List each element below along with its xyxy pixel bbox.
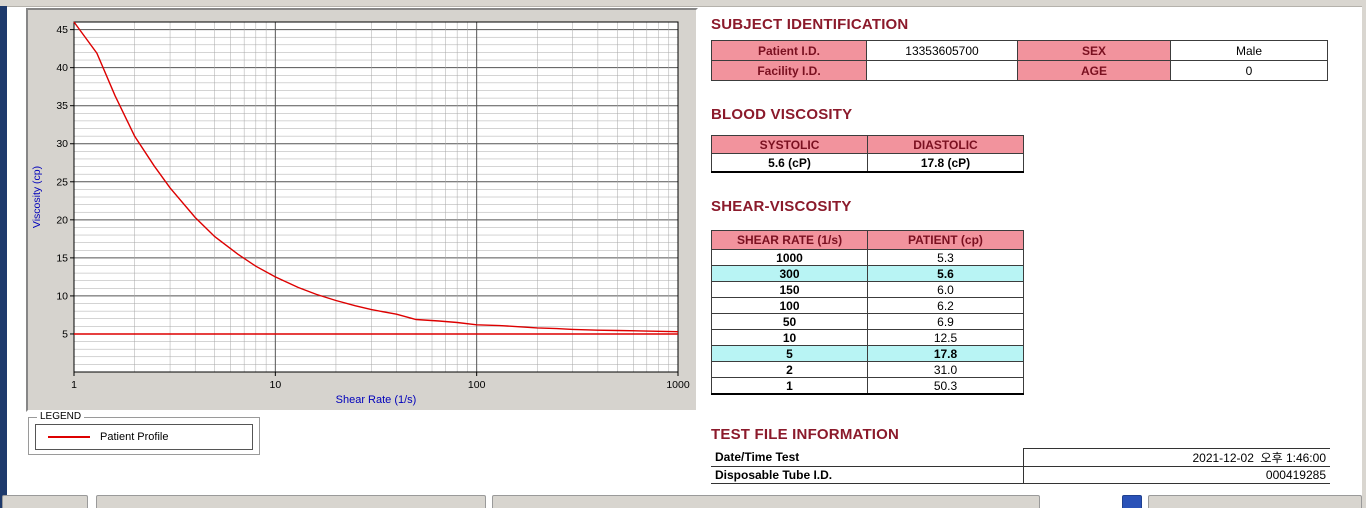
shear-rate-cell: 2 [711,361,868,378]
shear-rate-header: SHEAR RATE (1/s) [711,230,868,250]
table-row: Disposable Tube I.D. 000419285 [711,466,1330,484]
taskbar-icon[interactable] [1122,495,1142,508]
date-time-test-value: 2021-12-02 오후 1:46:00 [1023,448,1330,467]
x-tick-label: 1 [71,379,77,391]
table-row: 10 12.5 [711,329,1024,346]
systolic-header: SYSTOLIC [711,135,868,154]
patient-cp-cell: 17.8 [867,345,1024,362]
patient-cp-cell: 5.6 [867,265,1024,282]
patient-cp-cell: 50.3 [867,377,1024,395]
patient-id-label: Patient I.D. [711,40,867,61]
patient-id-value: 13353605700 [866,40,1018,61]
patient-cp-cell: 6.0 [867,281,1024,298]
table-row: 5 17.8 [711,345,1024,362]
disposable-tube-id-value: 000419285 [1023,466,1330,484]
facility-id-value [866,60,1018,81]
patient-cp-cell: 12.5 [867,329,1024,346]
shear-rate-cell: 1 [711,377,868,395]
plot-border [73,21,679,373]
section-title-subject-identification: SUBJECT IDENTIFICATION [711,16,909,33]
x-tick-label: 100 [468,379,486,391]
y-tick-label: 5 [62,328,68,340]
shear-rate-cell: 5 [711,345,868,362]
diastolic-header: DIASTOLIC [867,135,1024,154]
table-row: Patient I.D. 13353605700 SEX Male [711,40,1328,61]
blood-viscosity-table: SYSTOLIC DIASTOLIC 5.6 (cP) 17.8 (cP) [711,135,1024,173]
taskbar-button[interactable] [2,495,88,508]
shear-viscosity-table: SHEAR RATE (1/s) PATIENT (cp) 1000 5.3 3… [711,230,1024,395]
window-edge-right [1362,6,1366,508]
taskbar-button[interactable] [1148,495,1362,508]
section-title-shear-viscosity: SHEAR-VISCOSITY [711,198,852,215]
date-time-test-label: Date/Time Test [711,448,1024,467]
table-row: 2 31.0 [711,361,1024,378]
table-row: Date/Time Test 2021-12-02 오후 1:46:00 [711,448,1330,467]
patient-cp-cell: 6.2 [867,297,1024,314]
patient-cp-cell: 31.0 [867,361,1024,378]
shear-viscosity-chart: 5 10 15 20 25 30 35 40 45 1 10 100 1000 Viscosity (cp… [31,21,690,406]
table-row: Facility I.D. AGE 0 [711,60,1328,81]
section-title-test-file-information: TEST FILE INFORMATION [711,426,900,443]
shear-rate-cell: 150 [711,281,868,298]
table-row: 50 6.9 [711,313,1024,330]
shear-rate-cell: 10 [711,329,868,346]
y-tick-label: 30 [56,138,68,150]
shear-rate-cell: 100 [711,297,868,314]
age-label: AGE [1017,60,1171,81]
y-tick-label: 20 [56,214,68,226]
systolic-value: 5.6 (cP) [711,153,868,173]
y-tick-label: 40 [56,62,68,74]
x-tick-label: 10 [269,379,281,391]
x-axis-title: Shear Rate (1/s) [336,394,417,406]
table-row: 100 6.2 [711,297,1024,314]
series-patient-profile [73,21,679,333]
facility-id-label: Facility I.D. [711,60,867,81]
patient-cp-cell: 5.3 [867,249,1024,266]
legend-group: LEGEND Patient Profile [28,411,260,455]
diastolic-value: 17.8 (cP) [867,153,1024,173]
window-edge-left [0,6,7,508]
shear-rate-cell: 300 [711,265,868,282]
section-title-blood-viscosity: BLOOD VISCOSITY [711,106,853,123]
table-row: 5.6 (cP) 17.8 (cP) [711,153,1024,173]
table-row: 1000 5.3 [711,249,1024,266]
y-tick-label: 15 [56,252,68,264]
legend-title: LEGEND [37,411,85,422]
table-row: 1 50.3 [711,377,1024,395]
patient-cp-cell: 6.9 [867,313,1024,330]
y-tick-label: 10 [56,290,68,302]
taskbar-button[interactable] [492,495,1040,508]
y-tick-label: 35 [56,100,68,112]
taskbar-button[interactable] [96,495,486,508]
y-tick-label: 45 [56,24,68,36]
subject-identification-table: Patient I.D. 13353605700 SEX Male Facili… [711,40,1328,81]
shear-rate-cell: 1000 [711,249,868,266]
y-axis-title: Viscosity (cp) [31,166,43,228]
disposable-tube-id-label: Disposable Tube I.D. [711,466,1024,484]
legend-line-sample [48,436,90,438]
sex-label: SEX [1017,40,1171,61]
x-tick-label: 1000 [666,379,690,391]
shear-rate-cell: 50 [711,313,868,330]
table-header-row: SHEAR RATE (1/s) PATIENT (cp) [711,230,1024,250]
y-tick-label: 25 [56,176,68,188]
test-file-information-table: Date/Time Test 2021-12-02 오후 1:46:00 Dis… [711,448,1330,484]
sex-value: Male [1170,40,1328,61]
legend-list: Patient Profile [35,424,253,450]
legend-group-border [29,417,259,418]
age-value: 0 [1170,60,1328,81]
chart-panel: 5 10 15 20 25 30 35 40 45 1 10 100 1000 Viscosity (cp… [26,8,698,412]
table-row: 300 5.6 [711,265,1024,282]
legend-item-label: Patient Profile [100,431,169,443]
window-edge-top [0,0,1366,7]
table-row: 150 6.0 [711,281,1024,298]
patient-cp-header: PATIENT (cp) [867,230,1024,250]
table-header-row: SYSTOLIC DIASTOLIC [711,135,1024,154]
